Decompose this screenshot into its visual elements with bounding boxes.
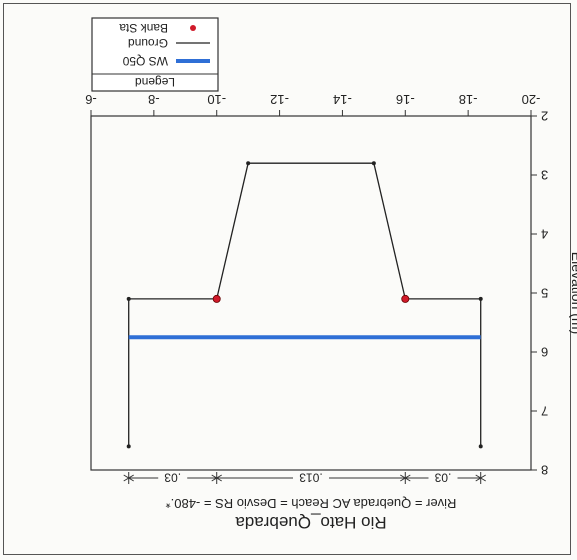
legend-entry: WS Q50	[122, 54, 168, 68]
legend-box	[91, 17, 219, 92]
manning-boundary-arrow	[475, 474, 486, 482]
y-tick-label: 6	[541, 345, 548, 360]
manning-n-label: .03	[164, 471, 181, 485]
y-tick-label: 7	[541, 404, 548, 419]
ground-point	[246, 161, 251, 166]
manning-n-label: .013	[299, 471, 323, 485]
ground-point	[126, 296, 131, 301]
x-tick-label: -8	[148, 92, 160, 107]
ground-point	[478, 444, 483, 449]
ground-line	[128, 162, 482, 447]
manning-boundary-arrow	[211, 474, 222, 482]
y-tick-label: 3	[541, 168, 548, 183]
bank-station-marker	[401, 294, 410, 303]
y-tick-label: 2	[541, 109, 548, 124]
manning-label-bg	[158, 471, 188, 485]
x-tick-label: -16	[396, 92, 415, 107]
page-frame	[3, 3, 571, 555]
ground-point	[478, 296, 483, 301]
plot-area	[90, 115, 532, 471]
chart-title: Rio Hato_Quebrada	[235, 513, 387, 532]
x-tick-label: -10	[207, 92, 226, 107]
manning-label-bg	[293, 471, 329, 485]
x-tick-label: -20	[522, 92, 541, 107]
legend-entry: Ground	[128, 36, 168, 50]
legend-swatch-bank-sta	[190, 25, 196, 31]
manning-label-bg	[428, 471, 458, 485]
chart-subtitle: River = Quebrada AC Reach = Desvio RS = …	[166, 496, 457, 511]
x-tick-label: -14	[333, 92, 352, 107]
x-tick-label: -6	[85, 92, 97, 107]
y-tick-label: 5	[541, 286, 548, 301]
legend-entry: Bank Sta	[119, 21, 168, 35]
manning-n-label: .03	[434, 471, 451, 485]
manning-boundary-arrow	[123, 474, 134, 482]
y-tick-label: 8	[541, 463, 548, 478]
y-axis-label: Elevation (m)	[569, 252, 577, 334]
y-tick-label: 4	[541, 227, 548, 242]
ground-point	[371, 161, 376, 166]
x-tick-label: -12	[270, 92, 289, 107]
x-tick-label: -18	[459, 92, 478, 107]
legend-title: Legend	[135, 75, 175, 89]
manning-boundary-arrow	[400, 474, 411, 482]
ground-point	[126, 444, 131, 449]
bank-station-marker	[212, 294, 221, 303]
